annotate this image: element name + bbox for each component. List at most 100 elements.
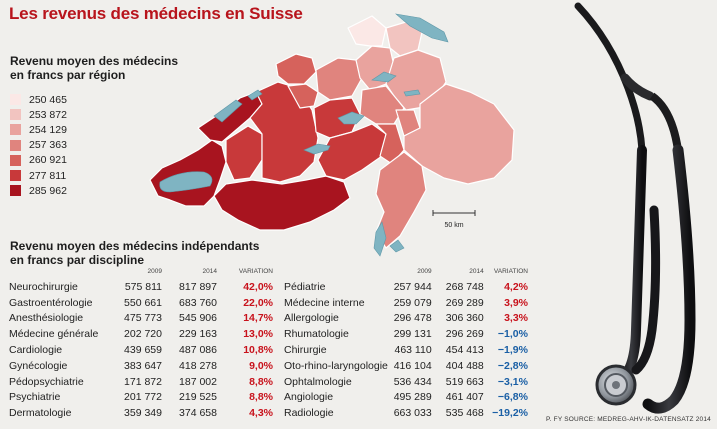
variation-value: −1,0% (497, 328, 528, 341)
table-row: Pédopsychiatrie 171 872 187 002 8,8% (9, 374, 273, 390)
discipline-name: Chirurgie (284, 344, 327, 357)
value-2014: 817 897 (179, 280, 217, 293)
discipline-name: Gastroentérologie (9, 296, 93, 309)
discipline-name: Angiologie (284, 391, 334, 404)
lake-thun-brienz (303, 143, 331, 155)
map-subtitle-line2: en francs par région (10, 68, 126, 82)
legend-item: 277 811 (10, 168, 67, 183)
col-header-2009: 2009 (417, 268, 432, 275)
value-2009: 475 773 (124, 312, 162, 325)
variation-value: 8,8% (249, 375, 273, 388)
map-legend: 250 465 253 872 254 129 257 363 260 921 277 8… (10, 92, 67, 198)
lake-bienne (247, 89, 263, 101)
variation-value: 4,3% (249, 407, 273, 420)
variation-value: 9,0% (249, 359, 273, 372)
table-row: Rhumatologie 299 131 296 269 −1,0% (284, 326, 528, 342)
legend-item: 254 129 (10, 122, 67, 137)
table-subtitle-line1: Revenu moyen des médecins indépendants (10, 239, 260, 253)
variation-value: 22,0% (243, 296, 273, 309)
lake-maggiore (373, 221, 387, 257)
table-row: Radiologie 663 033 535 468 −19,2% (284, 405, 528, 421)
value-2014: 187 002 (179, 375, 217, 388)
legend-swatch (10, 139, 21, 151)
discipline-name: Médecine interne (284, 296, 365, 309)
value-2014: 519 663 (445, 375, 484, 388)
discipline-name: Ophtalmologie (284, 375, 352, 388)
variation-value: 3,3% (504, 312, 528, 325)
source-note: P. FY SOURCE: MEDREG-AHV-IK-DATENSATZ 20… (545, 416, 711, 423)
legend-label: 285 962 (29, 184, 67, 197)
discipline-name: Psychiatrie (9, 391, 61, 404)
value-2009: 550 661 (124, 296, 162, 309)
table-header-row: 2009 2014 VARIATION (284, 266, 528, 279)
value-2014: 545 906 (179, 312, 217, 325)
variation-value: 10,8% (243, 344, 273, 357)
variation-value: 4,2% (504, 280, 528, 293)
value-2014: 683 760 (179, 296, 217, 309)
value-2009: 495 289 (393, 391, 432, 404)
table-row: Médecine interne 259 079 269 289 3,9% (284, 295, 528, 311)
table-row: Gastroentérologie 550 661 683 760 22,0% (9, 295, 273, 311)
legend-swatch (10, 94, 21, 106)
map-subtitle: Revenu moyen des médecins en francs par … (10, 54, 178, 82)
switzerland-map (149, 13, 515, 257)
value-2014: 219 525 (179, 391, 217, 404)
discipline-name: Pédopsychiatrie (9, 375, 84, 388)
legend-label: 277 811 (29, 169, 67, 182)
table-subtitle: Revenu moyen des médecins indépendants e… (10, 239, 259, 267)
variation-value: −19,2% (492, 407, 528, 420)
col-header-variation: VARIATION (238, 268, 273, 275)
region-aargau (315, 57, 363, 101)
region-valais (213, 175, 351, 231)
value-2009: 663 033 (393, 407, 432, 420)
table-row: Cardiologie 439 659 487 086 10,8% (9, 342, 273, 358)
legend-swatch (10, 109, 21, 121)
region-ticino (375, 151, 427, 249)
value-2014: 269 289 (445, 296, 484, 309)
discipline-name: Allergologie (284, 312, 339, 325)
value-2014: 229 163 (179, 328, 217, 341)
value-2009: 536 434 (393, 375, 432, 388)
table-row: Oto-rhino-laryngologie 416 104 404 488 −2,8… (284, 358, 528, 374)
value-2009: 171 872 (124, 375, 162, 388)
lake-lugano (389, 239, 405, 253)
discipline-table-left: 2009 2014 VARIATION Neurochirurgie 575 81… (9, 266, 273, 421)
discipline-name: Pédiatrie (284, 280, 326, 293)
value-2009: 359 349 (124, 407, 162, 420)
variation-value: −2,8% (497, 359, 528, 372)
header-spacer (9, 266, 117, 279)
col-header-2009: 2009 (147, 268, 162, 275)
value-2009: 575 811 (124, 280, 162, 293)
value-2009: 202 720 (124, 328, 162, 341)
legend-item: 260 921 (10, 153, 67, 168)
lake-neuchatel (213, 99, 243, 123)
value-2014: 306 360 (445, 312, 484, 325)
variation-value: 8,8% (249, 391, 273, 404)
legend-swatch (10, 154, 21, 166)
value-2014: 404 488 (445, 359, 484, 372)
legend-label: 253 872 (29, 108, 67, 121)
discipline-name: Médecine générale (9, 328, 99, 341)
table-row: Anesthésiologie 475 773 545 906 14,7% (9, 311, 273, 327)
map-subtitle-line1: Revenu moyen des médecins (10, 54, 179, 68)
value-2009: 439 659 (124, 344, 162, 357)
region-solothurn (287, 83, 319, 109)
table-row: Chirurgie 463 110 454 413 −1,9% (284, 342, 528, 358)
value-2009: 416 104 (393, 359, 432, 372)
region-basel (275, 53, 317, 85)
discipline-name: Dermatologie (9, 407, 72, 420)
legend-label: 257 363 (29, 139, 67, 152)
scale-bar-line (432, 210, 476, 216)
value-2014: 461 407 (445, 391, 484, 404)
table-row: Neurochirurgie 575 811 817 897 42,0% (9, 279, 273, 295)
legend-swatch (10, 170, 21, 182)
legend-label: 260 921 (29, 154, 67, 167)
page-title: Les revenus des médecins en Suisse (9, 4, 303, 23)
region-fribourg (225, 125, 263, 181)
table-row: Angiologie 495 289 461 407 −6,8% (284, 390, 528, 406)
region-graubunden (403, 83, 515, 185)
value-2009: 299 131 (393, 328, 432, 341)
legend-item: 257 363 (10, 138, 67, 153)
value-2014: 374 658 (179, 407, 217, 420)
